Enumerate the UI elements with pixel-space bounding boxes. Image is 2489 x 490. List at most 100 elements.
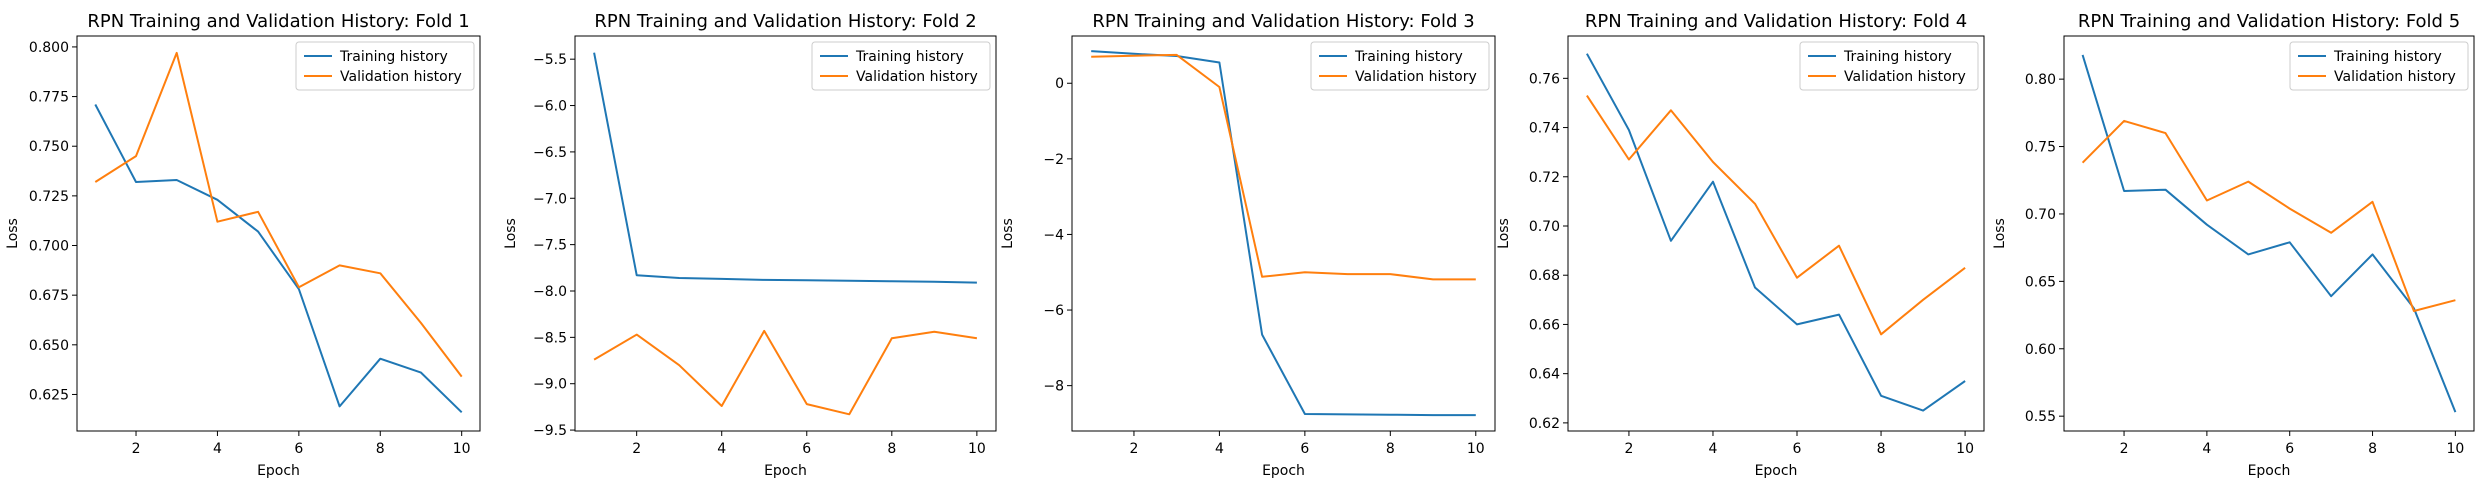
legend-entry: Training history [1354, 49, 1463, 65]
y-tick-label: 0.675 [29, 288, 69, 304]
x-axis-label: Epoch [257, 463, 300, 479]
y-tick-label: 0.74 [1529, 121, 1560, 137]
y-tick-label: 0.64 [1529, 367, 1560, 383]
y-tick-label: 0.68 [1529, 268, 1560, 284]
y-tick-label: −7.0 [533, 191, 567, 207]
x-tick-label: 10 [1956, 441, 1974, 457]
chart-title: RPN Training and Validation History: Fol… [594, 11, 976, 32]
series-line-validation [1586, 95, 1966, 336]
y-tick-label: 0.76 [1529, 71, 1560, 87]
legend-entry: Validation history [1355, 69, 1477, 85]
x-tick-label: 6 [294, 441, 303, 457]
x-tick-label: 10 [2446, 441, 2464, 457]
x-tick-label: 6 [802, 441, 811, 457]
x-tick-label: 2 [2120, 441, 2129, 457]
x-tick-label: 2 [1624, 441, 1633, 457]
x-tick-label: 10 [1467, 441, 1485, 457]
y-tick-label: −6.0 [533, 99, 567, 115]
y-tick-label: 0.62 [1529, 416, 1560, 432]
series-line-validation [2081, 119, 2456, 312]
series-line-validation [1091, 53, 1476, 281]
series-line-training [94, 104, 463, 414]
x-tick-label: 2 [132, 441, 141, 457]
legend-entry: Training history [339, 49, 448, 65]
legend-entry: Training history [2333, 49, 2442, 65]
y-tick-label: 0.650 [29, 338, 69, 354]
y-tick-label: 0.70 [2025, 207, 2056, 223]
x-axis-label: Epoch [764, 463, 807, 479]
y-tick-label: 0.750 [29, 139, 69, 155]
y-tick-label: −2 [1043, 152, 1064, 168]
y-axis-label: Loss [1000, 218, 1016, 249]
x-tick-label: 2 [632, 441, 641, 457]
y-tick-label: −8.0 [533, 284, 567, 300]
y-tick-label: 0.70 [1529, 219, 1560, 235]
x-tick-label: 4 [717, 441, 726, 457]
chart-title: RPN Training and Validation History: Fol… [2078, 11, 2460, 32]
axes-frame [1071, 35, 1496, 432]
x-tick-label: 8 [1386, 441, 1395, 457]
y-tick-label: −6 [1043, 303, 1064, 319]
legend-entry: Training history [855, 49, 964, 65]
x-tick-label: 8 [2368, 441, 2377, 457]
x-axis-label: Epoch [1262, 463, 1305, 479]
x-tick-label: 10 [453, 441, 471, 457]
chart-fold-4: 2 4 6 8 10 0.62 0.64 0.66 0.68 0.70 0.72 0.74 0.76 RP… [1496, 11, 1985, 479]
y-tick-label: 0.800 [29, 40, 69, 56]
x-axis-label: Epoch [1755, 463, 1798, 479]
x-tick-label: 6 [2285, 441, 2294, 457]
y-axis-label: Loss [1992, 218, 2008, 249]
x-tick-label: 4 [1709, 441, 1718, 457]
y-tick-label: 0.75 [2025, 140, 2056, 156]
y-tick-label: −9.0 [533, 377, 567, 393]
legend: Training history Validation history [1799, 41, 1979, 91]
y-axis-label: Loss [5, 218, 21, 249]
y-tick-label: 0.72 [1529, 170, 1560, 186]
x-tick-label: 8 [887, 441, 896, 457]
series-line-training [1586, 53, 1966, 412]
x-tick-label: 10 [968, 441, 986, 457]
legend-box [811, 41, 991, 91]
y-tick-label: −7.5 [533, 238, 567, 254]
y-tick-label: −4 [1043, 227, 1064, 243]
y-tick-label: 0.55 [2025, 409, 2056, 425]
y-axis-label: Loss [1496, 218, 1512, 249]
legend-entry: Training history [1843, 49, 1952, 65]
chart-title: RPN Training and Validation History: Fol… [87, 11, 469, 32]
legend: Training history Validation history [295, 41, 475, 91]
x-tick-label: 2 [1129, 441, 1138, 457]
chart-fold-3: 2 4 6 8 10 −8 −6 −4 −2 0 RPN Training and Validati… [1000, 11, 1496, 479]
series-line-training [2081, 54, 2457, 413]
y-axis-label: Loss [503, 218, 519, 249]
chart-fold-1: 2 4 6 8 10 0.625 0.650 0.675 0.700 0.725 0.750 0.77… [5, 11, 481, 479]
y-tick-label: 0.725 [29, 189, 69, 205]
axes-frame [76, 35, 481, 432]
series-line-training [593, 52, 977, 284]
y-tick-label: −8.5 [533, 330, 567, 346]
y-tick-label: 0.700 [29, 239, 69, 255]
chart-title: RPN Training and Validation History: Fol… [1585, 11, 1967, 32]
y-tick-label: 0.60 [2025, 342, 2056, 358]
legend: Training history Validation history [1310, 41, 1490, 91]
series-line-validation [593, 329, 978, 416]
y-tick-label: −5.5 [533, 52, 567, 68]
y-tick-label: 0.66 [1529, 317, 1560, 333]
y-tick-label: −8 [1043, 379, 1064, 395]
chart-title: RPN Training and Validation History: Fol… [1092, 11, 1474, 32]
y-tick-label: −6.5 [533, 145, 567, 161]
legend-entry: Validation history [2334, 69, 2456, 85]
x-tick-label: 6 [1300, 441, 1309, 457]
y-tick-label: 0.775 [29, 90, 69, 106]
y-tick-label: 0.625 [29, 387, 69, 403]
chart-fold-5: 2 4 6 8 10 0.55 0.60 0.65 0.70 0.75 0.80 RPN Traini… [1992, 11, 2475, 479]
axes-frame [574, 35, 997, 432]
y-tick-label: 0.65 [2025, 274, 2056, 290]
axes-frame [2063, 35, 2475, 432]
legend-box [1310, 41, 1490, 91]
y-tick-label: 0 [1055, 76, 1064, 92]
x-tick-label: 8 [1877, 441, 1886, 457]
series-line-training [1091, 50, 1476, 417]
legend-entry: Validation history [1844, 69, 1966, 85]
x-tick-label: 4 [213, 441, 222, 457]
y-tick-label: 0.80 [2025, 72, 2056, 88]
